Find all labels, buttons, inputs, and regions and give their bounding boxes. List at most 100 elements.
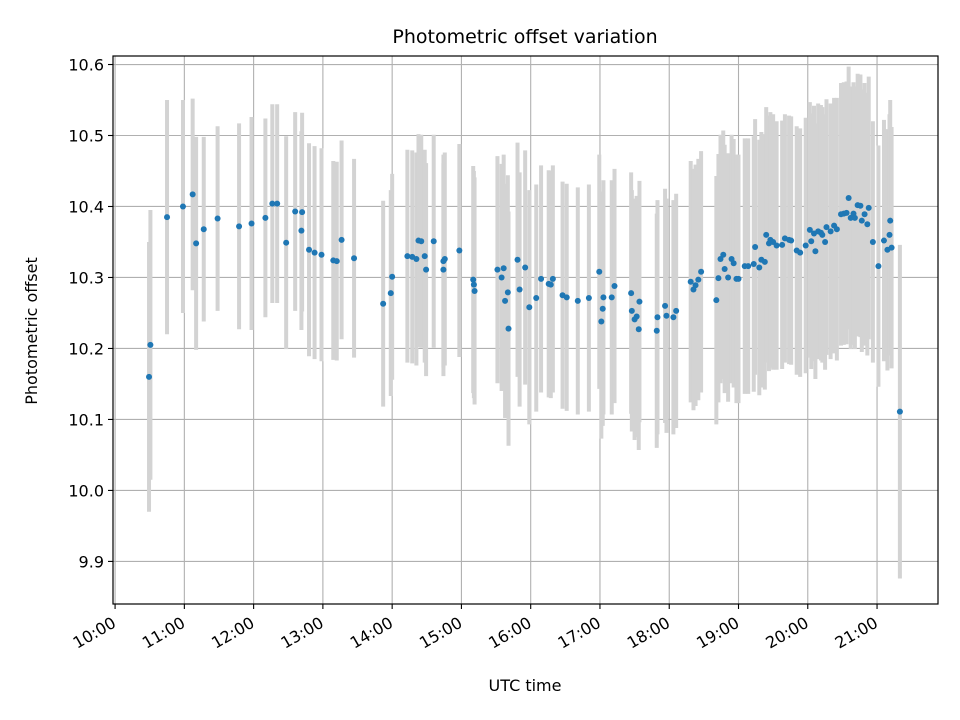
data-point: [248, 220, 255, 227]
data-point: [421, 253, 428, 260]
data-point: [600, 294, 607, 301]
data-point: [200, 226, 207, 233]
y-tick-label: 10.0: [68, 481, 104, 500]
data-point: [404, 253, 411, 260]
data-point: [413, 256, 420, 263]
data-point: [514, 256, 521, 263]
data-point: [827, 228, 834, 235]
data-point: [533, 295, 540, 302]
data-point: [236, 223, 243, 230]
data-point: [822, 238, 829, 245]
data-point: [351, 255, 358, 262]
data-point: [720, 251, 727, 258]
data-point: [608, 294, 615, 301]
y-tick-label: 10.6: [68, 56, 104, 75]
data-point: [763, 231, 770, 238]
data-point: [752, 243, 759, 250]
data-points: [146, 191, 903, 415]
data-point: [636, 298, 643, 305]
data-point: [470, 276, 477, 283]
data-point: [387, 290, 394, 297]
data-point: [418, 238, 425, 245]
data-point: [851, 214, 858, 221]
data-point: [441, 256, 448, 263]
data-point: [574, 297, 581, 304]
data-point: [847, 214, 854, 221]
data-point: [663, 312, 670, 319]
data-point: [858, 217, 865, 224]
data-point: [761, 258, 768, 265]
data-point: [857, 202, 864, 209]
data-point: [797, 249, 804, 256]
data-point: [440, 266, 447, 273]
data-point: [526, 304, 533, 311]
data-point: [802, 242, 809, 249]
data-point: [547, 281, 554, 288]
data-point: [147, 341, 154, 348]
data-point: [164, 214, 171, 221]
data-point: [843, 209, 850, 216]
data-point: [599, 305, 606, 312]
data-point: [311, 249, 318, 256]
x-axis-label: UTC time: [489, 676, 562, 695]
data-point: [298, 227, 305, 234]
data-point: [504, 289, 511, 296]
data-point: [380, 300, 387, 307]
y-tick-label: 9.9: [79, 552, 104, 571]
data-point: [179, 203, 186, 210]
data-point: [864, 221, 871, 228]
data-point: [823, 224, 830, 231]
data-point: [653, 327, 660, 334]
data-point: [808, 238, 815, 245]
data-point: [662, 302, 669, 309]
data-point: [875, 263, 882, 270]
data-point: [299, 209, 306, 216]
data-point: [423, 266, 430, 273]
data-point: [687, 278, 694, 285]
data-point: [735, 275, 742, 282]
data-point: [692, 282, 699, 289]
data-point: [283, 239, 290, 246]
data-point: [549, 275, 556, 282]
data-point: [670, 314, 677, 321]
data-point: [888, 244, 895, 251]
data-point: [502, 297, 509, 304]
data-point: [598, 318, 605, 325]
data-point: [887, 217, 894, 224]
data-point: [430, 238, 437, 245]
data-point: [611, 282, 618, 289]
y-tick-label: 10.5: [68, 127, 104, 146]
plot-frame: [112, 55, 939, 605]
y-tick-label: 10.4: [68, 197, 104, 216]
data-point: [269, 200, 276, 207]
data-point: [880, 237, 887, 244]
data-point: [865, 204, 872, 211]
data-point: [189, 191, 196, 198]
data-point: [563, 294, 570, 301]
data-point: [306, 246, 313, 253]
y-axis-label: Photometric offset: [22, 257, 41, 405]
data-point: [470, 281, 477, 288]
data-point: [654, 314, 661, 321]
data-point: [516, 286, 523, 293]
data-point: [725, 274, 732, 281]
y-tick-label: 10.3: [68, 268, 104, 287]
data-point: [730, 260, 737, 267]
data-point: [333, 258, 340, 265]
data-point: [500, 265, 507, 272]
data-point: [756, 264, 763, 271]
y-tick-label: 10.1: [68, 410, 104, 429]
data-point: [456, 247, 463, 254]
y-tick-label: 10.2: [68, 339, 104, 358]
data-point: [845, 194, 852, 201]
data-point: [896, 408, 903, 415]
data-point: [698, 268, 705, 275]
data-point: [635, 326, 642, 333]
data-point: [806, 226, 813, 233]
data-point: [214, 215, 221, 222]
data-point: [193, 240, 200, 247]
data-point: [628, 307, 635, 314]
data-point: [494, 266, 501, 273]
data-point: [389, 273, 396, 280]
